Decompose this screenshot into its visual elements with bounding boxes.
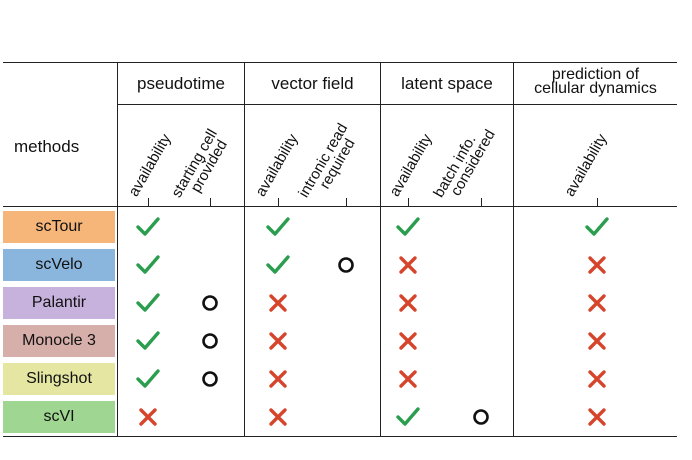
subcol-label-line: availability [386,131,436,200]
header-tick [408,198,409,206]
subcol-label-prediction-availability: availability [561,131,611,200]
method-cell: Palantir [3,287,115,319]
table-bottom-rule [3,436,677,437]
check-icon [264,252,292,278]
cross-icon [583,366,611,392]
method-label: Slingshot [26,370,92,387]
check-icon [394,404,422,430]
check-icon [134,328,162,354]
cross-icon [394,328,422,354]
group-header-prediction-line1: prediction of [551,66,640,83]
circle-icon [196,366,224,392]
header-bottom-rule [3,206,677,207]
method-cell: Slingshot [3,363,115,395]
subcol-label-starting-cell: starting cell provided [168,126,232,207]
cross-icon [394,366,422,392]
method-cell: scTour [3,211,115,243]
header-tick [278,198,279,206]
method-cell: Monocle 3 [3,325,115,357]
check-icon [394,214,422,240]
header-tick [597,198,598,206]
header-tick [346,198,347,206]
column-separator [244,62,245,437]
circle-icon [196,290,224,316]
cross-icon [264,366,292,392]
column-separator [513,62,514,437]
subcol-label-pseudotime-availability: availability [125,131,175,200]
group-header-prediction-line2: cellular dynamics [534,80,657,97]
column-separator [117,62,118,437]
group-header-rule [118,104,677,105]
group-header-pseudotime: pseudotime [137,74,225,93]
method-cell: scVelo [3,249,115,281]
group-header-latent-space: latent space [401,74,493,93]
cross-icon [394,252,422,278]
cross-icon [583,328,611,354]
subcol-label-intronic-read: intronic read required [295,121,363,207]
cross-icon [264,404,292,430]
cross-icon [583,290,611,316]
group-header-vector-field: vector field [271,74,354,93]
circle-icon [196,328,224,354]
method-label: Palantir [31,294,87,311]
cross-icon [264,328,292,354]
method-cell: scVI [3,401,115,433]
group-header-prediction: prediction of cellular dynamics [514,66,677,97]
subcol-label-vector-availability: availability [252,131,302,200]
header-tick [210,198,211,206]
circle-icon [467,404,495,430]
method-label: scVI [43,408,75,425]
method-label: scTour [35,218,83,235]
check-icon [583,214,611,240]
check-icon [134,290,162,316]
subcol-label-latent-availability: availability [386,131,436,200]
header-tick [481,198,482,206]
subcol-label-batch-info: batch info. considered [430,121,499,207]
check-icon [134,214,162,240]
table-top-rule [3,62,677,63]
cross-icon [134,404,162,430]
check-icon [134,252,162,278]
method-label: scVelo [35,256,83,273]
check-icon [134,366,162,392]
cross-icon [583,252,611,278]
subcol-label-line: availability [125,131,175,200]
check-icon [264,214,292,240]
method-label: Monocle 3 [22,332,96,349]
methods-column-header: methods [14,137,80,156]
cross-icon [264,290,292,316]
subcol-label-line: availability [252,131,302,200]
header-tick [148,198,149,206]
column-separator [380,62,381,437]
cross-icon [583,404,611,430]
subcol-label-line: availability [561,131,611,200]
circle-icon [332,252,360,278]
cross-icon [394,290,422,316]
